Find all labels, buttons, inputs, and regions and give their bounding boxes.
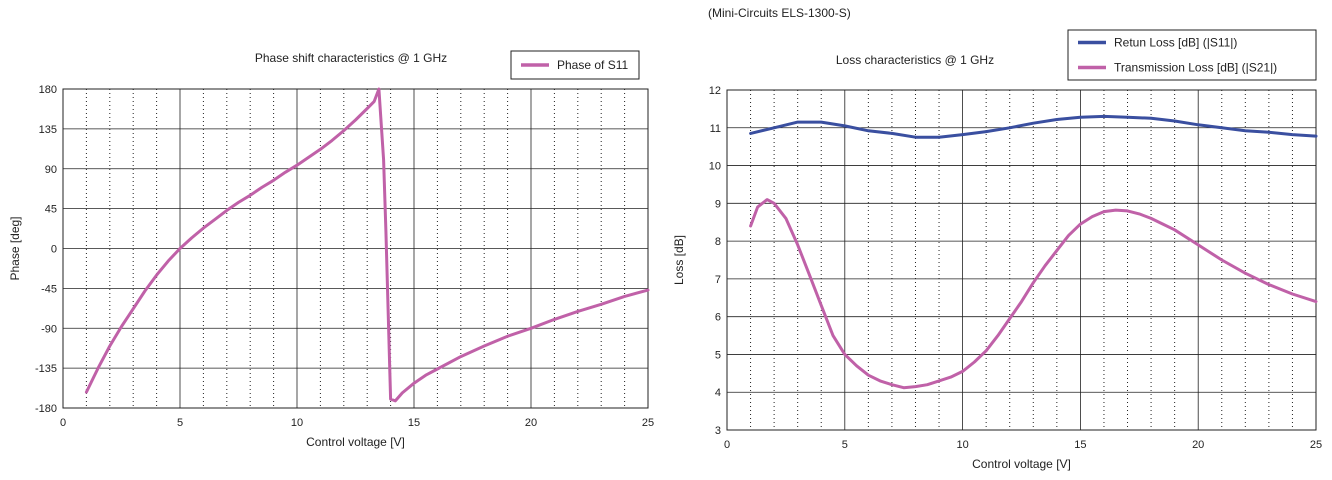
legend: Phase of S11 xyxy=(510,50,640,80)
legend-entry: Phase of S11 xyxy=(557,58,628,72)
y-tick-label: 8 xyxy=(715,236,721,248)
y-tick-label: 180 xyxy=(39,84,57,96)
x-tick-label: 25 xyxy=(1310,439,1322,451)
chart-title: Loss characteristics @ 1 GHz xyxy=(836,53,994,67)
chart-title: Phase shift characteristics @ 1 GHz xyxy=(255,51,447,65)
y-tick-label: 5 xyxy=(715,349,721,361)
header-note: (Mini-Circuits ELS-1300-S) xyxy=(708,6,851,20)
y-tick-label: -45 xyxy=(41,283,57,295)
x-tick-label: 20 xyxy=(525,417,537,429)
series-line-2 xyxy=(749,198,1318,390)
series-line-1 xyxy=(84,87,650,403)
y-tick-label: 9 xyxy=(715,198,721,210)
y-tick-label: 45 xyxy=(45,204,57,216)
legend-box xyxy=(1067,29,1317,81)
x-tick-label: 10 xyxy=(291,417,303,429)
y-tick-label: 90 xyxy=(45,164,57,176)
y-tick-label: 4 xyxy=(715,387,721,399)
legend-entry: Retun Loss [dB] (|S11|) xyxy=(1114,36,1237,50)
y-tick-label: 3 xyxy=(715,425,721,437)
legend: Retun Loss [dB] (|S11|) Transmission Loss… xyxy=(1067,29,1317,81)
x-tick-label: 0 xyxy=(724,439,730,451)
y-tick-label: 12 xyxy=(709,85,721,97)
x-tick-label: 5 xyxy=(842,439,848,451)
y-tick-label: 0 xyxy=(51,244,57,256)
chart-2: 0 5 10 15 20 25 3 4 5 6 7 8 9 10 11 12 Loss characterist… xyxy=(672,29,1322,471)
y-tick-label: 10 xyxy=(709,161,721,173)
y-tick-label: -180 xyxy=(35,403,57,415)
y-tick-label: 135 xyxy=(39,124,57,136)
x-axis-label: Control voltage [V] xyxy=(306,435,405,449)
y-tick-label: -90 xyxy=(41,323,57,335)
y-tick-label: -135 xyxy=(35,363,57,375)
plot-frame xyxy=(726,89,1317,431)
y-tick-label: 6 xyxy=(715,312,721,324)
x-tick-label: 10 xyxy=(956,439,968,451)
chart-1: 0 5 10 15 20 25 -180 -135 -90 -45 0 45 90 135 180 Phase… xyxy=(8,50,654,449)
y-tick-label: 7 xyxy=(715,274,721,286)
plot-frame xyxy=(62,88,649,409)
y-tick-label: 11 xyxy=(710,123,721,135)
x-tick-label: 25 xyxy=(642,417,654,429)
x-tick-label: 20 xyxy=(1192,439,1204,451)
x-tick-label: 15 xyxy=(408,417,420,429)
legend-box xyxy=(510,50,640,80)
x-axis-label: Control voltage [V] xyxy=(972,457,1071,471)
y-axis-label: Phase [deg] xyxy=(8,216,22,280)
x-tick-label: 15 xyxy=(1074,439,1086,451)
series-line-1 xyxy=(749,114,1318,139)
y-axis-label: Loss [dB] xyxy=(672,235,686,285)
legend-entry: Transmission Loss [dB] (|S21|) xyxy=(1114,61,1277,75)
x-tick-label: 5 xyxy=(177,417,183,429)
x-tick-label: 0 xyxy=(60,417,66,429)
